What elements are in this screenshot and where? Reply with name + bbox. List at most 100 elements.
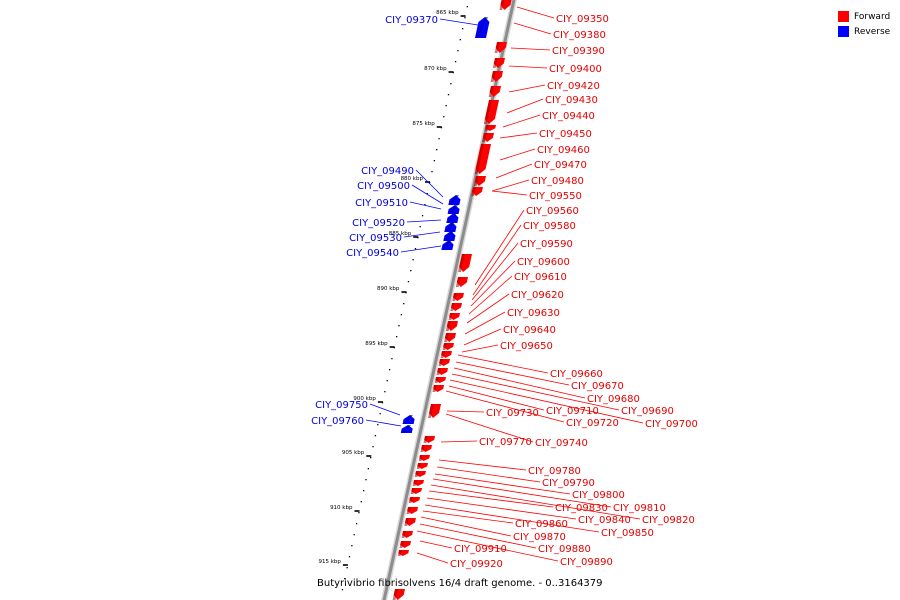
leader-line bbox=[455, 361, 570, 386]
minor-tick-dot bbox=[461, 28, 464, 30]
forward-gene-arrow bbox=[450, 303, 462, 311]
gene-label-ciy-09630: CIY_09630 bbox=[507, 308, 560, 319]
forward-gene-arrow bbox=[499, 0, 512, 10]
gene-shade bbox=[399, 541, 404, 548]
gene-label-ciy-09530: CIY_09530 bbox=[349, 233, 402, 244]
gene-label-ciy-09590: CIY_09590 bbox=[520, 239, 573, 250]
minor-tick-dot bbox=[398, 325, 400, 327]
forward-gene-arrow bbox=[473, 176, 486, 186]
gene-label-ciy-09810: CIY_09810 bbox=[613, 503, 666, 514]
reverse-gene-arrow bbox=[444, 222, 457, 232]
scale-tick-label: 865 kbp bbox=[436, 10, 459, 16]
leader-line bbox=[415, 169, 444, 198]
leader-line bbox=[432, 478, 612, 508]
gene-shade bbox=[482, 133, 487, 142]
forward-gene-arrow bbox=[492, 58, 505, 68]
gene-label-ciy-09370: CIY_09370 bbox=[385, 15, 438, 26]
forward-gene-arrow bbox=[471, 187, 483, 196]
forward-gene-arrow bbox=[432, 385, 444, 392]
gene-label-ciy-09380: CIY_09380 bbox=[553, 30, 606, 41]
gene-label-ciy-09870: CIY_09870 bbox=[513, 532, 566, 543]
minor-tick-dot bbox=[353, 534, 355, 536]
forward-gene-arrow bbox=[418, 455, 430, 461]
gene-shade bbox=[494, 42, 500, 53]
minor-tick-dot bbox=[351, 545, 353, 547]
label-leader-lines bbox=[365, 6, 644, 564]
gene-label-ciy-09910: CIY_09910 bbox=[454, 544, 507, 555]
minor-tick-dot bbox=[424, 204, 426, 206]
strand-legend: Forward Reverse bbox=[838, 9, 898, 39]
gene-label-ciy-09480: CIY_09480 bbox=[531, 176, 584, 187]
scale-tick-label: 880 kbp bbox=[401, 176, 424, 182]
gene-shade bbox=[400, 425, 412, 433]
leader-line bbox=[470, 260, 516, 307]
leader-line bbox=[468, 275, 513, 315]
scale-tick-label: 870 kbp bbox=[424, 66, 447, 72]
leader-line bbox=[434, 473, 571, 495]
gene-shade bbox=[436, 368, 441, 375]
legend-forward-label: Forward bbox=[854, 11, 891, 22]
gene-shade bbox=[458, 254, 465, 272]
gene-shade bbox=[442, 343, 447, 350]
legend-reverse-label: Reverse bbox=[854, 26, 891, 37]
minor-tick-dot bbox=[407, 281, 410, 283]
gene-label-ciy-09510: CIY_09510 bbox=[355, 198, 408, 209]
forward-gene-arrow bbox=[404, 518, 416, 526]
gene-label-ciy-09560: CIY_09560 bbox=[526, 206, 579, 217]
minor-tick-dot bbox=[358, 512, 360, 514]
leader-line bbox=[419, 523, 537, 549]
leader-line bbox=[446, 410, 485, 413]
gene-shade bbox=[444, 222, 456, 232]
leader-line bbox=[420, 516, 512, 537]
leader-line bbox=[440, 440, 478, 443]
forward-gene-arrow bbox=[494, 42, 507, 53]
minor-tick-dot bbox=[454, 61, 457, 63]
forward-gene-arrow bbox=[483, 100, 499, 124]
leader-line bbox=[516, 6, 555, 19]
forward-gene-arrow bbox=[445, 321, 458, 331]
minor-tick-dot bbox=[464, 17, 466, 19]
forward-gene-arrow bbox=[490, 71, 503, 82]
forward-gene-arrow bbox=[410, 488, 422, 494]
minor-tick-dot bbox=[419, 226, 421, 228]
gene-label-ciy-09420: CIY_09420 bbox=[547, 81, 600, 92]
forward-gene-arrow bbox=[444, 333, 456, 342]
leader-line bbox=[491, 179, 530, 192]
leader-line bbox=[510, 47, 551, 51]
gene-shade bbox=[473, 176, 479, 186]
minor-tick-dots bbox=[341, 6, 469, 591]
gene-label-ciy-09540: CIY_09540 bbox=[346, 248, 399, 259]
gene-label-ciy-09790: CIY_09790 bbox=[542, 478, 595, 489]
gene-shade bbox=[452, 293, 457, 301]
forward-gene-arrow bbox=[423, 436, 435, 443]
gene-label-ciy-09770: CIY_09770 bbox=[479, 437, 532, 448]
gene-shade bbox=[444, 333, 449, 342]
forward-gene-arrow bbox=[442, 343, 454, 350]
gene-label-ciy-09740: CIY_09740 bbox=[535, 438, 588, 449]
gene-label-ciy-09620: CIY_09620 bbox=[511, 290, 564, 301]
minor-tick-dot bbox=[457, 50, 459, 52]
forward-gene-arrow bbox=[484, 125, 496, 131]
scale-tick-label: 910 kbp bbox=[330, 505, 353, 511]
gene-shade bbox=[450, 303, 455, 311]
gene-shade bbox=[428, 404, 434, 418]
minor-tick-dot bbox=[341, 589, 344, 591]
leader-line bbox=[403, 231, 441, 238]
gene-label-ciy-09600: CIY_09600 bbox=[517, 257, 570, 268]
minor-tick-dot bbox=[459, 39, 461, 41]
leader-line bbox=[508, 65, 548, 69]
leader-line bbox=[416, 530, 559, 562]
leader-line bbox=[495, 163, 533, 179]
forward-gene-arrow bbox=[488, 86, 501, 97]
gene-shade bbox=[443, 231, 455, 241]
gene-shade bbox=[392, 589, 398, 600]
gene-label-ciy-09750: CIY_09750 bbox=[315, 400, 368, 411]
forward-swatch bbox=[838, 11, 849, 22]
minor-tick-dot bbox=[433, 160, 436, 162]
leader-line bbox=[491, 190, 528, 196]
legend-forward: Forward bbox=[838, 9, 898, 24]
leader-line bbox=[365, 419, 402, 427]
gene-label-ciy-09830: CIY_09830 bbox=[555, 503, 608, 514]
leader-line bbox=[428, 490, 554, 508]
